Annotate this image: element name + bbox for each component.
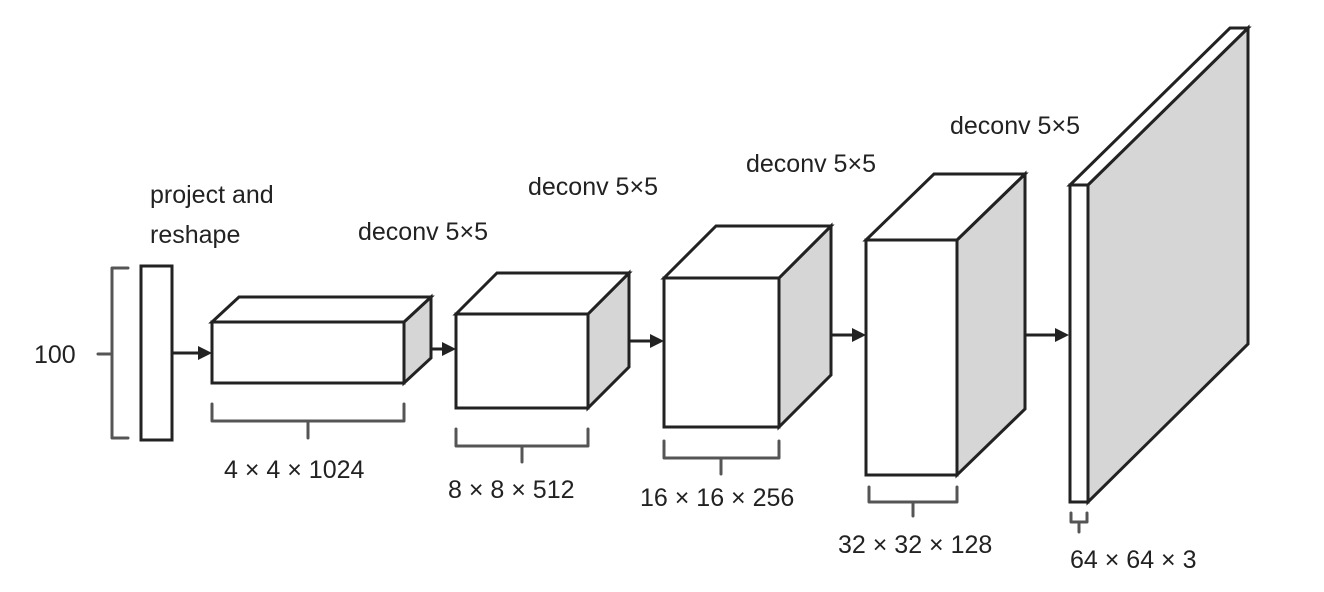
block-4-shape-label: 32 × 32 × 128 bbox=[838, 531, 992, 559]
output-image-block bbox=[1066, 24, 1252, 506]
block-1-bracket bbox=[210, 402, 406, 440]
input-vector bbox=[139, 264, 174, 442]
project-reshape-label-line1: project and bbox=[150, 181, 274, 209]
output-bracket bbox=[1069, 511, 1089, 534]
deconv-label-2: deconv 5×5 bbox=[528, 173, 658, 201]
feature-map-block-2 bbox=[452, 269, 633, 412]
deconv-label-4: deconv 5×5 bbox=[950, 112, 1080, 140]
block-4-bracket bbox=[867, 485, 959, 518]
input-size-label: 100 bbox=[34, 341, 76, 369]
block-1-shape-label: 4 × 4 × 1024 bbox=[224, 456, 365, 484]
arrow-1 bbox=[172, 346, 212, 360]
block-2-shape-label: 8 × 8 × 512 bbox=[448, 476, 575, 504]
arrow-3 bbox=[629, 334, 664, 348]
block-3-bracket bbox=[662, 439, 781, 476]
feature-map-block-4 bbox=[862, 170, 1029, 479]
output-shape-label: 64 × 64 × 3 bbox=[1070, 546, 1197, 574]
deconv-label-1: deconv 5×5 bbox=[358, 218, 488, 246]
arrow-5 bbox=[1025, 328, 1069, 342]
block-2-bracket bbox=[454, 427, 590, 464]
arrow-2 bbox=[431, 342, 456, 356]
input-bracket bbox=[96, 266, 130, 440]
project-reshape-label-line2: reshape bbox=[150, 221, 240, 249]
arrow-4 bbox=[831, 328, 866, 342]
deconv-label-3: deconv 5×5 bbox=[746, 150, 876, 178]
block-3-shape-label: 16 × 16 × 256 bbox=[640, 484, 794, 512]
feature-map-block-3 bbox=[660, 222, 835, 431]
feature-map-block-1 bbox=[208, 293, 435, 387]
